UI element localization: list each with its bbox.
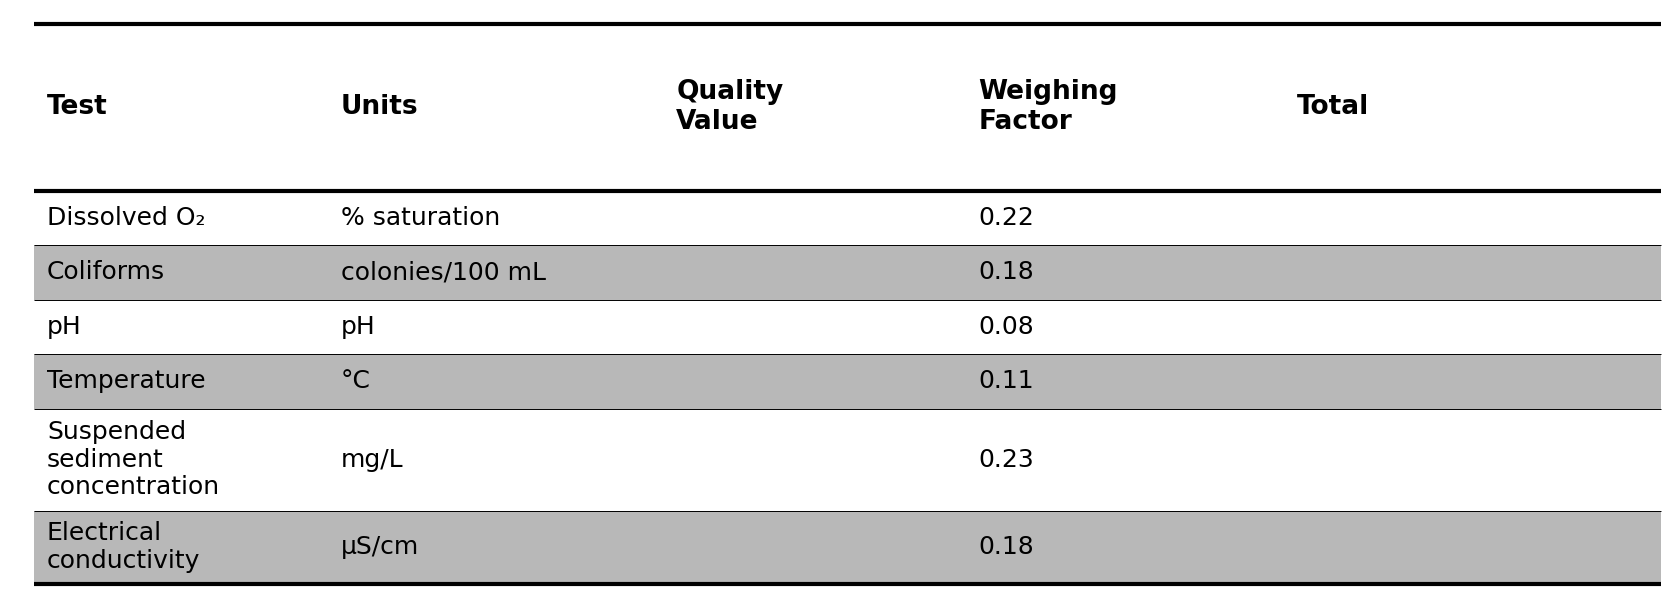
Text: 0.23: 0.23	[978, 448, 1034, 471]
Bar	[34, 24, 1661, 191]
Text: Suspended
sediment
concentration: Suspended sediment concentration	[47, 420, 220, 499]
Text: Total: Total	[1297, 94, 1369, 120]
Text: Temperature: Temperature	[47, 370, 206, 393]
Text: Dissolved O₂: Dissolved O₂	[47, 206, 205, 230]
Bar	[34, 300, 1661, 354]
Text: 0.11: 0.11	[978, 370, 1034, 393]
Text: Electrical
conductivity: Electrical conductivity	[47, 522, 200, 573]
Text: Coliforms: Coliforms	[47, 260, 164, 284]
Text: 0.18: 0.18	[978, 260, 1034, 284]
Text: Quality
Value: Quality Value	[676, 79, 784, 135]
Text: 0.18: 0.18	[978, 535, 1034, 560]
Bar	[34, 354, 1661, 409]
Text: mg/L: mg/L	[341, 448, 403, 471]
Bar	[34, 511, 1661, 584]
Text: % saturation: % saturation	[341, 206, 500, 230]
Text: Units: Units	[341, 94, 418, 120]
Text: pH: pH	[47, 315, 82, 339]
Text: 0.08: 0.08	[978, 315, 1034, 339]
Bar	[34, 245, 1661, 300]
Text: 0.22: 0.22	[978, 206, 1034, 230]
Text: μS/cm: μS/cm	[341, 535, 420, 560]
Text: Weighing
Factor: Weighing Factor	[978, 79, 1118, 135]
Bar	[34, 409, 1661, 511]
Text: °C: °C	[341, 370, 371, 393]
Bar	[34, 191, 1661, 245]
Text: Test: Test	[47, 94, 107, 120]
Text: colonies/100 mL: colonies/100 mL	[341, 260, 545, 284]
Text: pH: pH	[341, 315, 376, 339]
